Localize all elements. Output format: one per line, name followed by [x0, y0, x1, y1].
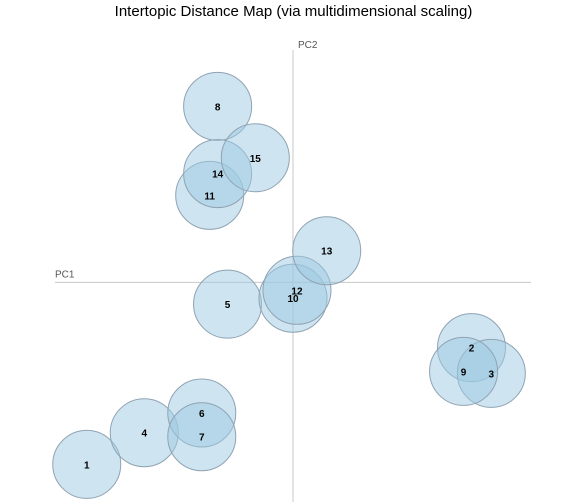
topic-label-1: 1	[84, 460, 90, 471]
topic-label-2: 2	[469, 344, 475, 355]
topic-label-15: 15	[250, 154, 262, 165]
topic-label-7: 7	[199, 433, 205, 444]
topic-bubble-1[interactable]	[52, 429, 122, 499]
topic-label-4: 4	[141, 429, 147, 440]
topic-label-6: 6	[199, 409, 205, 420]
topic-bubble-7[interactable]	[167, 402, 237, 472]
topic-label-11: 11	[204, 191, 215, 202]
chart-title: Intertopic Distance Map (via multidimens…	[114, 3, 473, 20]
topic-label-13: 13	[321, 247, 333, 258]
topic-label-14: 14	[212, 170, 224, 181]
topic-label-12: 12	[291, 286, 303, 297]
x-axis-label: PC1	[55, 269, 75, 280]
topic-bubble-13[interactable]	[292, 216, 362, 286]
topic-label-10: 10	[287, 294, 299, 305]
topic-bubble-15[interactable]	[220, 123, 290, 193]
topic-bubble-9[interactable]	[429, 336, 499, 406]
y-axis-label: PC2	[298, 40, 318, 51]
topic-label-3: 3	[489, 369, 495, 380]
topic-bubbles	[52, 71, 526, 499]
topic-label-8: 8	[215, 102, 221, 113]
topic-label-9: 9	[461, 367, 467, 378]
topic-label-5: 5	[225, 300, 231, 311]
